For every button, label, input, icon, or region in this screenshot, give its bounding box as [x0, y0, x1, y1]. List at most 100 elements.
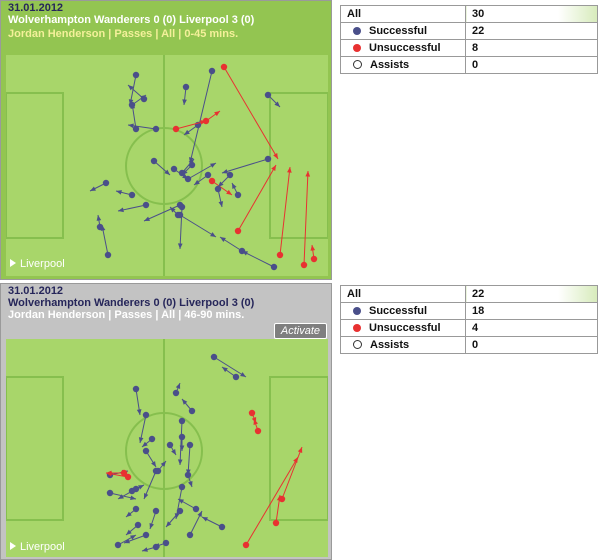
unsuccessful-pass — [237, 164, 277, 232]
pass-arrowhead — [100, 225, 106, 231]
stat-label: Assists — [370, 339, 410, 351]
activate-button[interactable]: Activate — [273, 323, 327, 339]
pass-arrowhead — [251, 417, 257, 423]
pass-origin-dot — [192, 505, 200, 513]
pass-arrowhead — [175, 383, 181, 389]
successful-icon — [353, 307, 361, 315]
pass-origin-dot — [186, 441, 194, 449]
pass-origin-dot — [218, 523, 226, 531]
unsuccessful-icon — [353, 44, 361, 52]
pass-origin-dot — [148, 435, 156, 443]
stat-value: 22 — [465, 22, 598, 40]
pass-origin-dot — [152, 543, 160, 551]
successful-row[interactable]: Successful — [340, 22, 466, 40]
successful-pass — [241, 250, 275, 268]
successful-icon — [353, 27, 361, 35]
pass-origin-dot — [186, 531, 194, 539]
pass-origin-dot — [178, 203, 186, 211]
pass-origin-dot — [120, 469, 128, 477]
team-tag[interactable]: Liverpool — [10, 258, 65, 270]
pass-arrowhead — [222, 367, 228, 373]
pass-origin-dot — [208, 67, 216, 75]
pass-map-panel-first-half: 31.01.2012 Wolverhampton Wanderers 0 (0)… — [0, 0, 332, 280]
pass-origin-dot — [152, 125, 160, 133]
pass-origin-dot — [176, 211, 184, 219]
pass-arrowhead — [182, 399, 188, 405]
pass-origin-dot — [178, 433, 186, 441]
assists-row[interactable]: Assists — [340, 336, 466, 354]
pass-arrowhead — [144, 216, 150, 221]
pass-arrowhead — [174, 513, 180, 519]
pass-arrowhead — [136, 409, 142, 415]
pass-arrowhead — [124, 538, 130, 544]
unsuccessful-pass — [281, 446, 303, 500]
pass-origin-dot — [152, 467, 160, 475]
unsuccessful-pass — [223, 66, 279, 160]
pass-origin-dot — [166, 441, 174, 449]
pass-arrowhead — [188, 159, 194, 165]
pass-arrowhead — [220, 237, 226, 242]
all-label: All — [340, 285, 466, 303]
pass-arrowhead — [116, 190, 122, 195]
map-subtitle: Jordan Henderson | Passes | All | 0-45 m… — [8, 28, 239, 40]
pass-arrowhead — [164, 169, 170, 175]
stats-table-second-half: All 22 Successful 18 Unsuccessful 4 Assists… — [340, 285, 598, 354]
pass-origin-dot — [188, 161, 196, 169]
match-date: 31.01.2012 — [8, 285, 64, 297]
successful-row[interactable]: Successful — [340, 302, 466, 320]
pass-arrowhead — [218, 201, 224, 207]
unsuccessful-row[interactable]: Unsuccessful — [340, 39, 466, 57]
pass-arrowhead — [182, 99, 187, 105]
pass-origin-dot — [270, 263, 278, 271]
pass-arrowhead — [188, 481, 193, 487]
stat-label: Successful — [369, 305, 428, 317]
pass-origin-dot — [276, 251, 284, 259]
unsuccessful-pass — [279, 166, 291, 256]
pass-origin-dot — [188, 407, 196, 415]
pass-arrowhead — [197, 511, 202, 517]
assists-icon — [353, 60, 362, 69]
pass-arrowhead — [130, 535, 136, 540]
pass-origin-dot — [152, 507, 160, 515]
stat-label: Assists — [370, 59, 410, 71]
pass-arrowhead — [96, 215, 102, 221]
pass-arrowhead — [90, 186, 96, 191]
pass-origin-dot — [172, 125, 180, 133]
pass-origin-dot — [140, 95, 148, 103]
pass-origin-dot — [208, 177, 216, 185]
successful-pass — [221, 158, 269, 174]
pass-arrowhead — [130, 103, 136, 109]
stat-label: Unsuccessful — [369, 322, 441, 334]
unsuccessful-row[interactable]: Unsuccessful — [340, 319, 466, 337]
pass-arrowhead — [297, 447, 303, 453]
pass-origin-dot — [272, 519, 280, 527]
pass-origin-dot — [162, 539, 170, 547]
pass-origin-dot — [234, 227, 242, 235]
pass-origin-dot — [176, 507, 184, 515]
pass-arrowhead — [128, 123, 134, 129]
pass-arrowhead — [126, 529, 132, 535]
pass-arrowhead — [177, 243, 183, 249]
pass-arrowhead — [226, 189, 232, 195]
pass-arrowhead — [242, 251, 248, 256]
assists-row[interactable]: Assists — [340, 56, 466, 74]
pass-origin-dot — [310, 255, 318, 263]
successful-pass — [179, 420, 183, 466]
pass-arrowhead — [274, 101, 280, 107]
pass-origin-dot — [254, 427, 262, 435]
pitch-svg — [6, 339, 328, 557]
pass-arrowhead — [194, 179, 200, 185]
stat-value: 0 — [465, 336, 598, 354]
pass-origin-dot — [132, 71, 140, 79]
pass-arrowhead — [178, 499, 184, 504]
successful-pass — [189, 70, 213, 164]
pass-origin-dot — [114, 541, 122, 549]
team-tag[interactable]: Liverpool — [10, 541, 65, 553]
play-icon — [10, 542, 16, 550]
pass-origin-dot — [226, 171, 234, 179]
pass-arrowhead — [151, 461, 156, 467]
pass-origin-dot — [132, 505, 140, 513]
pass-origin-dot — [232, 373, 240, 381]
pass-arrowhead — [166, 521, 172, 527]
pass-origin-dot — [264, 91, 272, 99]
